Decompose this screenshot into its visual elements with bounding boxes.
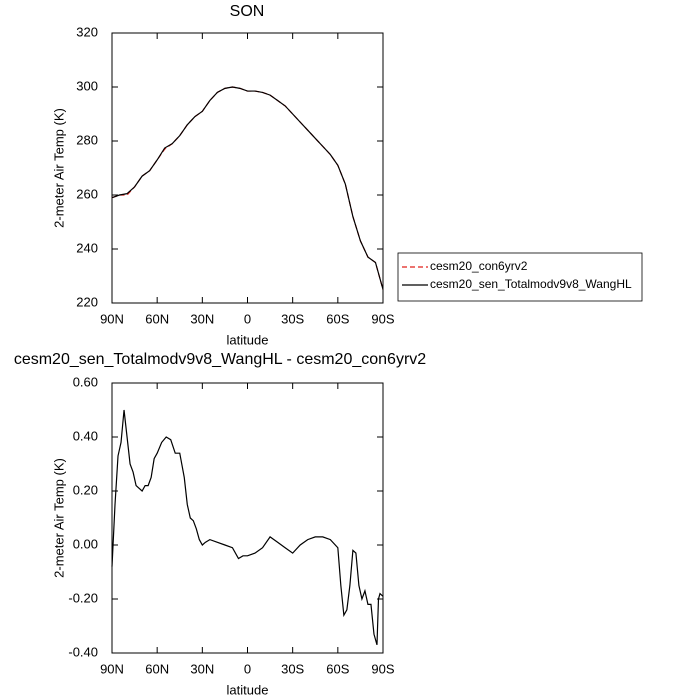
x-axis-label: latitude: [227, 682, 269, 697]
x-tick-label: 0: [244, 661, 251, 676]
x-tick-label: 60S: [326, 661, 349, 676]
legend-label: cesm20_sen_Totalmodv9v8_WangHL: [430, 277, 632, 291]
data-line: [111, 86, 384, 290]
x-tick-label: 60S: [326, 311, 349, 326]
chart-title: SON: [230, 3, 265, 20]
y-axis-label: 2-meter Air Temp (K): [51, 458, 66, 578]
x-tick-label: 0: [244, 311, 251, 326]
x-tick-label: 90S: [371, 661, 394, 676]
legend-label: cesm20_con6yrv2: [430, 259, 528, 273]
x-tick-label: 60N: [145, 661, 169, 676]
y-tick-label: 280: [76, 132, 98, 147]
x-tick-label: 30N: [190, 661, 214, 676]
x-axis-label: latitude: [227, 332, 269, 347]
x-tick-label: 90S: [371, 311, 394, 326]
y-tick-label: 0.60: [73, 374, 98, 389]
y-tick-label: 300: [76, 78, 98, 93]
y-tick-label: 0.20: [73, 482, 98, 497]
y-tick-label: -0.20: [68, 590, 98, 605]
y-tick-label: 0.40: [73, 428, 98, 443]
data-line: [111, 409, 384, 646]
x-tick-label: 90N: [100, 661, 124, 676]
y-tick-label: 260: [76, 186, 98, 201]
y-tick-label: 220: [76, 294, 98, 309]
x-tick-label: 30S: [281, 661, 304, 676]
x-tick-label: 90N: [100, 311, 124, 326]
y-tick-label: 0.00: [73, 536, 98, 551]
plot-frame: [111, 382, 384, 654]
legend-box: [397, 252, 643, 302]
x-tick-label: 60N: [145, 311, 169, 326]
x-tick-label: 30N: [190, 311, 214, 326]
chart-title: cesm20_sen_Totalmodv9v8_WangHL - cesm20_…: [14, 351, 426, 368]
data-line: [111, 86, 384, 290]
x-tick-label: 30S: [281, 311, 304, 326]
y-tick-label: -0.40: [68, 644, 98, 659]
plot-frame: [111, 32, 384, 304]
y-tick-label: 240: [76, 240, 98, 255]
y-axis-label: 2-meter Air Temp (K): [51, 108, 66, 228]
y-tick-label: 320: [76, 24, 98, 39]
